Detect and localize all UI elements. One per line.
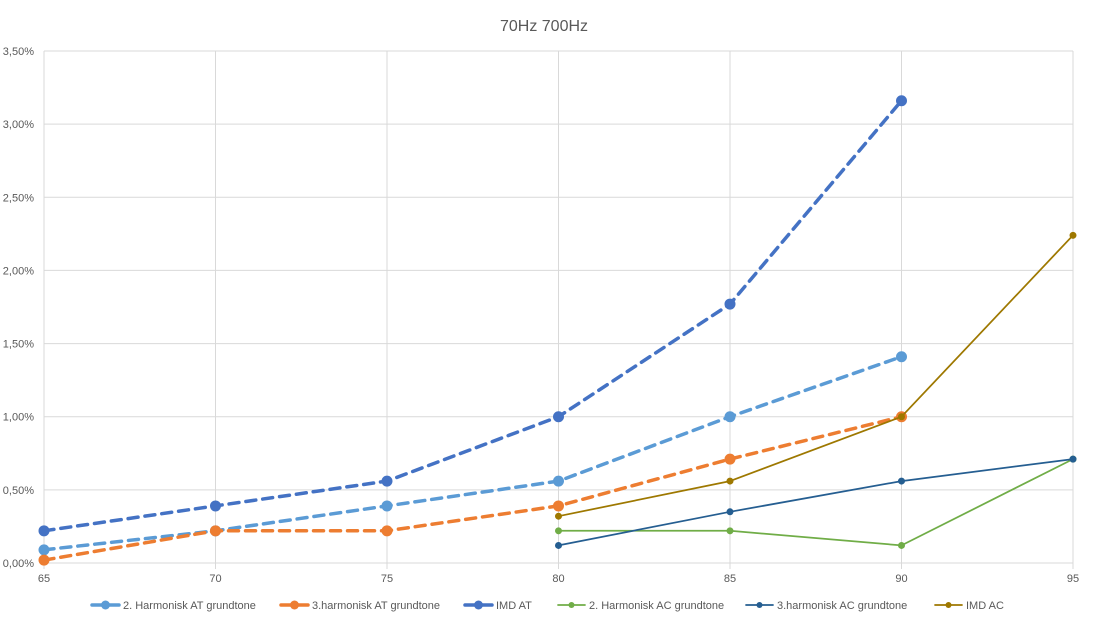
legend-item: 2. Harmonisk AC grundtone xyxy=(557,600,724,612)
legend-item: 2. Harmonisk AT grundtone xyxy=(90,600,256,612)
data-point xyxy=(726,527,734,535)
x-tick-label: 80 xyxy=(552,573,564,585)
legend-label: 2. Harmonisk AT grundtone xyxy=(123,600,256,612)
series-3 xyxy=(38,95,907,537)
data-point xyxy=(724,298,736,310)
legend-swatch-marker xyxy=(945,602,952,608)
y-tick-label: 0,00% xyxy=(3,558,34,570)
series-line xyxy=(42,414,904,562)
data-point xyxy=(724,453,736,465)
legend-swatch-marker xyxy=(290,600,299,610)
data-point xyxy=(553,500,564,512)
x-tick-label: 65 xyxy=(38,573,50,585)
legend-label: IMD AC xyxy=(966,600,1004,612)
y-tick-label: 0,50% xyxy=(3,485,34,497)
data-point xyxy=(553,475,564,487)
y-tick-label: 1,50% xyxy=(3,339,34,351)
series-line xyxy=(557,458,1074,547)
y-tick-label: 2,00% xyxy=(3,265,34,277)
series-5 xyxy=(555,455,1077,549)
data-point xyxy=(555,527,562,535)
data-point xyxy=(381,475,393,487)
data-point xyxy=(553,411,564,423)
legend-swatch-marker xyxy=(756,602,763,608)
y-tick-label: 2,50% xyxy=(3,192,34,204)
y-axis-ticks: 0,00% 0,50% 1,00% 1,50% 2,00% 2,50% 3,00% 3,50% xyxy=(3,46,34,570)
legend-swatch-marker xyxy=(568,602,575,608)
data-point xyxy=(38,554,50,566)
data-point xyxy=(898,541,905,549)
data-point xyxy=(555,512,562,520)
data-point xyxy=(1069,231,1077,239)
legend-item: IMD AC xyxy=(934,600,1004,612)
legend-item: 3.harmonisk AC grundtone xyxy=(745,600,907,612)
series-2 xyxy=(38,411,907,566)
data-point xyxy=(898,477,905,485)
x-tick-label: 70 xyxy=(209,573,221,585)
data-point xyxy=(1069,455,1077,463)
series-line xyxy=(557,458,1074,547)
series-line xyxy=(557,234,1074,518)
legend-swatch-marker xyxy=(101,600,110,610)
legend: 2. Harmonisk AT grundtone 3.harmonisk AT … xyxy=(90,600,1004,612)
legend-item: IMD AT xyxy=(463,600,532,612)
series-line xyxy=(42,98,904,533)
data-point xyxy=(381,500,393,512)
legend-label: 2. Harmonisk AC grundtone xyxy=(589,600,724,612)
y-tick-label: 1,00% xyxy=(3,412,34,424)
data-point xyxy=(381,525,393,537)
legend-item: 3.harmonisk AT grundtone xyxy=(279,600,440,612)
series-6 xyxy=(555,231,1077,520)
data-point xyxy=(210,525,221,537)
x-axis-ticks: 65 70 75 80 85 90 95 xyxy=(38,573,1079,585)
x-tick-label: 90 xyxy=(895,573,907,585)
grid xyxy=(43,50,1074,569)
data-point xyxy=(38,525,50,537)
legend-label: 3.harmonisk AC grundtone xyxy=(777,600,907,612)
x-tick-label: 95 xyxy=(1067,573,1079,585)
data-point xyxy=(38,544,50,556)
series-4 xyxy=(555,455,1077,549)
data-point xyxy=(726,477,734,485)
legend-label: 3.harmonisk AT grundtone xyxy=(312,600,440,612)
data-point xyxy=(724,411,736,423)
data-point xyxy=(210,500,221,512)
series xyxy=(38,95,1077,566)
series-line xyxy=(42,354,904,552)
data-point xyxy=(555,541,562,549)
data-point xyxy=(726,508,734,516)
series-1 xyxy=(38,351,907,556)
chart-title: 70Hz 700Hz xyxy=(500,18,588,35)
data-point xyxy=(896,351,907,363)
y-tick-label: 3,00% xyxy=(3,119,34,131)
legend-swatch-marker xyxy=(474,600,483,610)
x-tick-label: 75 xyxy=(381,573,393,585)
data-point xyxy=(896,95,907,107)
legend-label: IMD AT xyxy=(496,600,532,612)
y-tick-label: 3,50% xyxy=(3,46,34,58)
x-tick-label: 85 xyxy=(724,573,736,585)
data-point xyxy=(898,413,905,421)
